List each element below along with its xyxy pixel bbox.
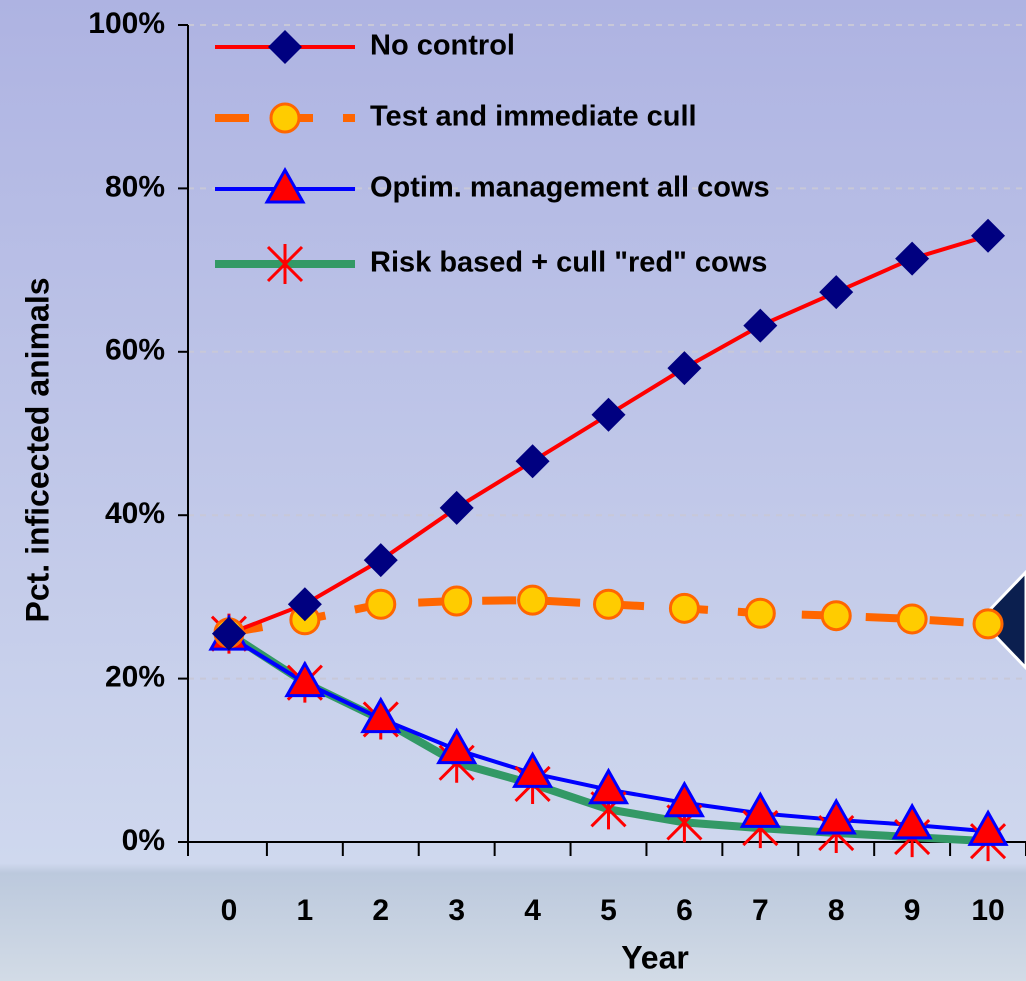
legend-marker xyxy=(266,244,304,284)
marker xyxy=(439,490,474,525)
x-tick-label: 6 xyxy=(676,894,693,927)
y-tick-label: 20% xyxy=(105,661,165,694)
marker xyxy=(587,767,630,805)
legend-entry: Risk based + cull "red" cows xyxy=(215,244,767,284)
marker xyxy=(744,597,776,629)
x-tick-label: 5 xyxy=(600,894,617,927)
x-tick-label: 10 xyxy=(971,894,1004,927)
marker xyxy=(284,660,326,698)
marker xyxy=(739,791,781,828)
x-tick-label: 8 xyxy=(828,894,845,927)
marker xyxy=(815,797,857,835)
legend-marker xyxy=(269,102,301,134)
series-markers xyxy=(211,218,1006,651)
series-markers xyxy=(208,614,1009,846)
x-axis-title: Year xyxy=(621,939,689,975)
y-axis-title: Pct. inficected animals xyxy=(19,277,55,622)
legend-label: No control xyxy=(370,30,515,62)
x-tick-label: 7 xyxy=(752,894,769,927)
marker xyxy=(287,587,322,622)
x-tick-label: 3 xyxy=(448,894,465,927)
marker xyxy=(967,809,1009,846)
marker xyxy=(895,241,930,276)
marker xyxy=(517,584,549,616)
marker xyxy=(211,616,246,651)
x-tick-label: 9 xyxy=(904,894,921,927)
series-line xyxy=(228,596,989,637)
legend-entry: Test and immediate cull xyxy=(215,101,697,134)
marker xyxy=(360,696,402,734)
marker xyxy=(515,444,550,479)
marker xyxy=(820,600,852,632)
marker xyxy=(663,780,705,818)
x-tick-label: 0 xyxy=(221,894,238,927)
marker xyxy=(512,751,554,788)
y-tick-label: 40% xyxy=(105,497,165,530)
marker xyxy=(972,608,1004,640)
x-tick-label: 4 xyxy=(524,894,541,927)
marker xyxy=(667,351,702,386)
y-tick-label: 60% xyxy=(105,334,165,367)
marker xyxy=(441,585,473,617)
marker xyxy=(593,588,624,620)
marker xyxy=(365,588,397,620)
x-tick-label: 2 xyxy=(372,894,389,927)
marker xyxy=(436,727,478,765)
legend-label: Risk based + cull "red" cows xyxy=(370,247,767,279)
marker xyxy=(591,397,626,432)
legend-label: Optim. management all cows xyxy=(370,172,770,204)
legend-entry: Optim. management all cows xyxy=(215,166,770,204)
marker xyxy=(668,592,700,624)
y-tick-label: 100% xyxy=(88,7,165,40)
y-tick-label: 0% xyxy=(122,824,165,857)
x-tick-label: 1 xyxy=(297,894,314,927)
marker xyxy=(891,802,933,840)
legend-marker xyxy=(264,166,306,204)
marker xyxy=(896,603,928,635)
legend-marker xyxy=(268,30,302,64)
marker xyxy=(819,275,854,310)
marker xyxy=(971,218,1006,253)
y-tick-label: 80% xyxy=(105,170,165,203)
marker xyxy=(363,543,398,578)
legend-label: Test and immediate cull xyxy=(370,101,697,133)
legend-entry: No control xyxy=(215,30,515,64)
marker xyxy=(743,308,778,343)
